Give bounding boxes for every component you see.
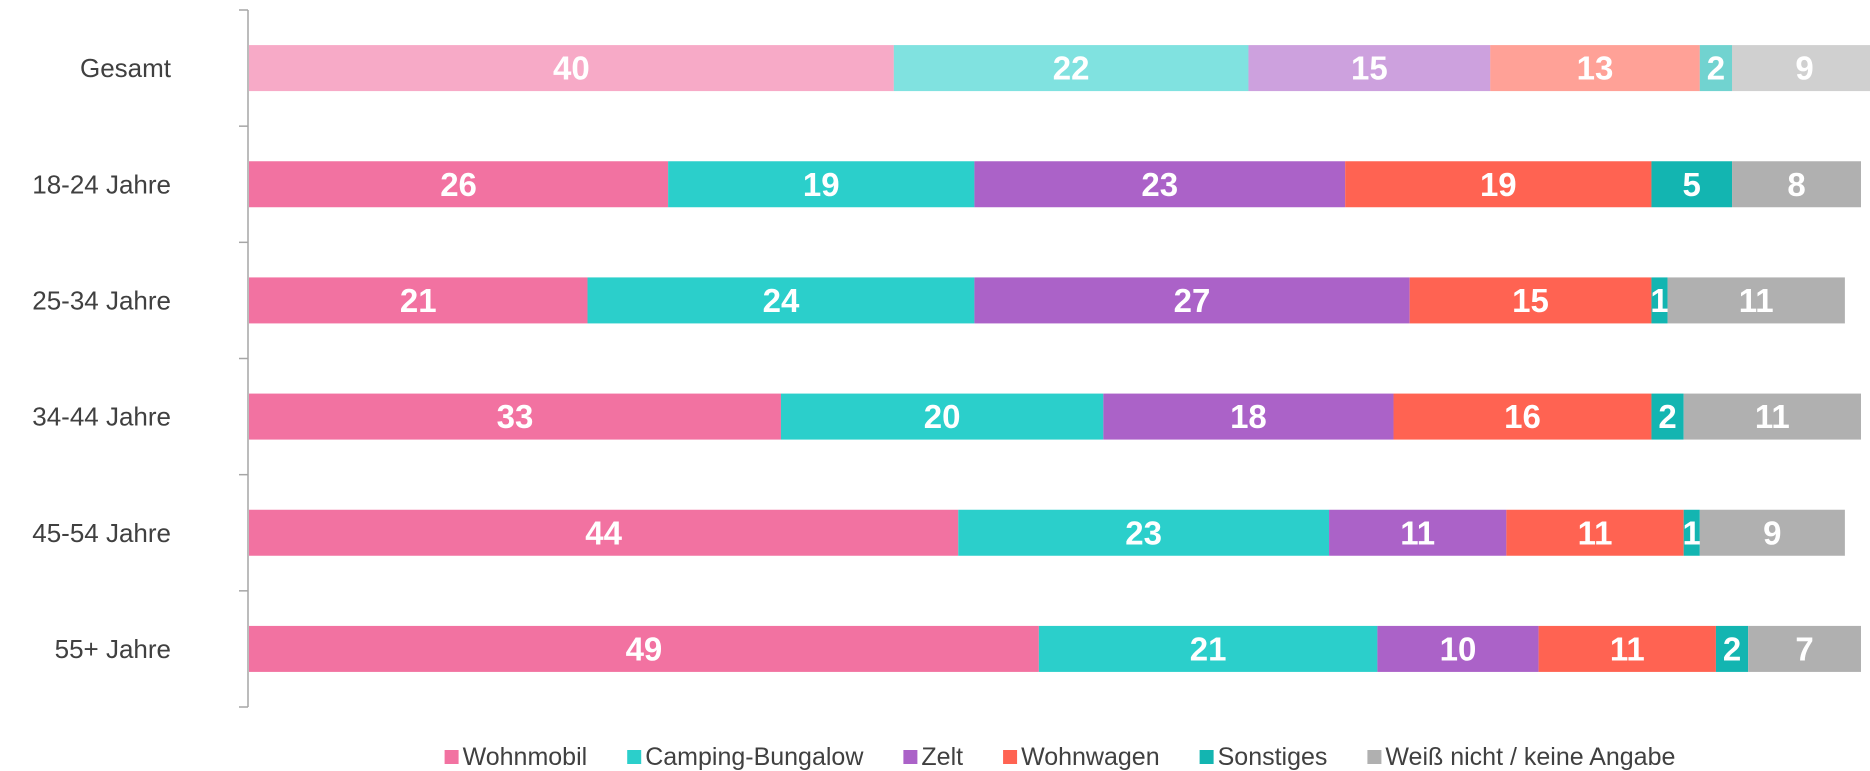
data-label: 11 — [1610, 630, 1645, 667]
bar-segment — [249, 509, 959, 556]
legend-label: Camping-Bungalow — [645, 743, 864, 771]
bar-segment — [668, 161, 975, 208]
data-label: 7 — [1795, 630, 1813, 667]
legend-swatch — [1003, 750, 1018, 764]
bar-segment — [1732, 161, 1861, 208]
category-label: 55+ Jahre — [55, 634, 171, 664]
data-label: 2 — [1658, 398, 1676, 435]
data-label: 44 — [585, 514, 622, 551]
data-label: 24 — [763, 282, 800, 319]
bar-segment — [780, 393, 1104, 440]
legend-swatch — [1199, 750, 1214, 764]
legend-swatch — [1367, 750, 1382, 764]
legend-label: Wohnmobil — [463, 743, 588, 771]
bar-segment — [1715, 625, 1749, 672]
data-label: 18 — [1230, 398, 1267, 435]
bar-segment — [249, 393, 781, 440]
bar-segment — [958, 509, 1330, 556]
data-label: 40 — [553, 50, 590, 87]
bar-segment — [249, 45, 894, 92]
legend-swatch — [903, 750, 918, 764]
category-label: 18-24 Jahre — [32, 169, 171, 199]
bar-segment — [1699, 45, 1733, 92]
data-label: 22 — [1053, 50, 1090, 87]
bar-segment — [974, 161, 1346, 208]
bar-segment — [1732, 45, 1870, 92]
data-label: 20 — [924, 398, 961, 435]
data-label: 1 — [1650, 282, 1668, 319]
data-label: 21 — [1190, 630, 1227, 667]
bar-segment — [1490, 45, 1700, 92]
category-label: Gesamt — [80, 53, 172, 83]
data-label: 11 — [1578, 514, 1613, 551]
data-label: 9 — [1795, 50, 1813, 87]
bar-segment — [249, 625, 1039, 672]
bar-segment — [1506, 509, 1684, 556]
bar-segment — [587, 277, 975, 324]
category-label: 25-34 Jahre — [32, 285, 171, 315]
data-label: 21 — [400, 282, 437, 319]
data-label: 2 — [1723, 630, 1741, 667]
data-label: 16 — [1504, 398, 1541, 435]
bar-segment — [1683, 509, 1700, 556]
data-label: 5 — [1683, 166, 1701, 203]
data-label: 13 — [1577, 50, 1614, 87]
bar-segment — [1538, 625, 1716, 672]
bar-segment — [1409, 277, 1652, 324]
bar-segment — [1038, 625, 1378, 672]
data-label: 19 — [1480, 166, 1517, 203]
legend-label: Zelt — [921, 743, 963, 771]
data-label: 23 — [1125, 514, 1162, 551]
bar-segment — [1345, 161, 1652, 208]
data-label: 1 — [1683, 514, 1701, 551]
data-label: 49 — [626, 630, 663, 667]
data-label: 9 — [1763, 514, 1781, 551]
data-label: 23 — [1141, 166, 1178, 203]
bar-segment — [1667, 277, 1845, 324]
bar-segment — [249, 277, 588, 324]
data-label: 19 — [803, 166, 840, 203]
bar-segment — [1248, 45, 1491, 92]
bar-segment — [974, 277, 1410, 324]
data-label: 2 — [1707, 50, 1725, 87]
bar-segment — [1748, 625, 1861, 672]
bar-segment — [893, 45, 1249, 92]
bar-segment — [1393, 393, 1652, 440]
legend-swatch — [444, 750, 459, 764]
bar-segment — [1377, 625, 1539, 672]
data-label: 15 — [1351, 50, 1388, 87]
data-label: 33 — [497, 398, 534, 435]
data-label: 15 — [1512, 282, 1549, 319]
data-label: 11 — [1755, 398, 1790, 435]
bar-segment — [1103, 393, 1394, 440]
category-label: 45-54 Jahre — [32, 518, 171, 548]
data-label: 11 — [1400, 514, 1435, 551]
legend-label: Weiß nicht / keine Angabe — [1385, 743, 1675, 771]
bar-segment — [1699, 509, 1845, 556]
legend-label: Wohnwagen — [1021, 743, 1160, 771]
category-label: 34-44 Jahre — [32, 402, 171, 432]
data-label: 11 — [1739, 282, 1774, 319]
legend-label: Sonstiges — [1218, 743, 1328, 771]
legend-swatch — [627, 750, 642, 764]
data-label: 8 — [1787, 166, 1805, 203]
data-label: 26 — [440, 166, 477, 203]
bar-segment — [1329, 509, 1507, 556]
bar-segment — [249, 161, 669, 208]
data-label: 10 — [1440, 630, 1477, 667]
bar-segment — [1651, 277, 1668, 324]
bar-segment — [1651, 393, 1684, 440]
bar-segment — [1683, 393, 1861, 440]
data-label: 27 — [1174, 282, 1211, 319]
bar-segment — [1651, 161, 1733, 208]
